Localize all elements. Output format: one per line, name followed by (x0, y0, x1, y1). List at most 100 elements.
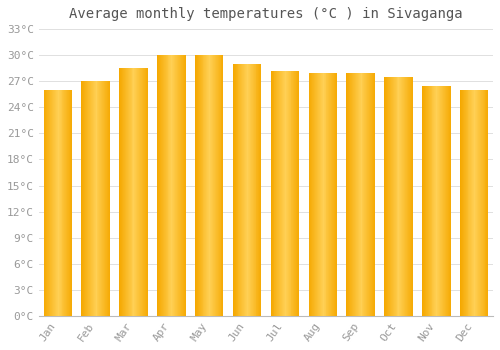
Bar (444, 85, 445, 316)
Bar (476, 90, 477, 316)
Bar (200, 55, 202, 316)
Bar (195, 55, 196, 316)
Bar (466, 90, 468, 316)
Bar (314, 72, 315, 316)
Bar (394, 77, 396, 316)
Bar (392, 77, 394, 316)
Bar (332, 72, 333, 316)
Bar (210, 55, 211, 316)
Bar (168, 55, 170, 316)
Bar (427, 85, 428, 316)
Bar (405, 77, 406, 316)
Bar (287, 71, 288, 316)
Bar (364, 72, 366, 316)
Bar (258, 64, 260, 316)
Bar (182, 55, 184, 316)
Bar (318, 72, 319, 316)
Bar (216, 55, 218, 316)
Bar (69, 90, 70, 316)
Bar (400, 77, 402, 316)
Bar (208, 55, 209, 316)
Bar (92, 81, 93, 316)
Bar (260, 64, 261, 316)
Bar (368, 72, 369, 316)
Bar (238, 64, 240, 316)
Bar (139, 68, 140, 316)
Bar (403, 77, 404, 316)
Bar (71, 90, 72, 316)
Bar (448, 85, 450, 316)
Bar (402, 77, 403, 316)
Bar (276, 71, 278, 316)
Bar (428, 85, 430, 316)
Bar (49, 90, 50, 316)
Bar (468, 90, 469, 316)
Bar (68, 90, 69, 316)
Bar (441, 85, 442, 316)
Bar (479, 90, 480, 316)
Bar (213, 55, 214, 316)
Bar (204, 55, 206, 316)
Bar (119, 68, 120, 316)
Bar (353, 72, 354, 316)
Bar (102, 81, 103, 316)
Bar (385, 77, 386, 316)
Bar (279, 71, 280, 316)
Bar (282, 71, 283, 316)
Bar (356, 72, 357, 316)
Bar (407, 77, 408, 316)
Bar (334, 72, 335, 316)
Bar (410, 77, 412, 316)
Bar (350, 72, 351, 316)
Bar (278, 71, 279, 316)
Title: Average monthly temperatures (°C ) in Sivaganga: Average monthly temperatures (°C ) in Si… (69, 7, 462, 21)
Bar (463, 90, 464, 316)
Bar (481, 90, 482, 316)
Bar (480, 90, 481, 316)
Bar (85, 81, 86, 316)
Bar (144, 68, 145, 316)
Bar (243, 64, 244, 316)
Bar (370, 72, 371, 316)
Bar (351, 72, 352, 316)
Bar (404, 77, 405, 316)
Bar (125, 68, 126, 316)
Bar (474, 90, 475, 316)
Bar (48, 90, 50, 316)
Bar (62, 90, 64, 316)
Bar (423, 85, 424, 316)
Bar (280, 71, 281, 316)
Bar (319, 72, 320, 316)
Bar (164, 55, 166, 316)
Bar (50, 90, 51, 316)
Bar (173, 55, 174, 316)
Bar (437, 85, 438, 316)
Bar (84, 81, 85, 316)
Bar (64, 90, 66, 316)
Bar (214, 55, 215, 316)
Bar (274, 71, 276, 316)
Bar (330, 72, 332, 316)
Bar (94, 81, 96, 316)
Bar (91, 81, 92, 316)
Bar (157, 55, 158, 316)
Bar (96, 81, 98, 316)
Bar (121, 68, 122, 316)
Bar (374, 72, 375, 316)
Bar (245, 64, 246, 316)
Bar (392, 77, 393, 316)
Bar (283, 71, 284, 316)
Bar (184, 55, 186, 316)
Bar (335, 72, 336, 316)
Bar (406, 77, 407, 316)
Bar (472, 90, 473, 316)
Bar (462, 90, 463, 316)
Bar (354, 72, 355, 316)
Bar (446, 85, 448, 316)
Bar (146, 68, 148, 316)
Bar (120, 68, 121, 316)
Bar (296, 71, 297, 316)
Bar (56, 90, 57, 316)
Bar (89, 81, 90, 316)
Bar (336, 72, 337, 316)
